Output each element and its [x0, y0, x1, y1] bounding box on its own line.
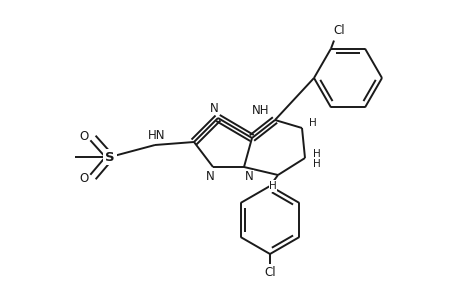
Text: N: N [244, 170, 253, 184]
Text: N: N [209, 101, 218, 115]
Text: HN: HN [148, 128, 165, 142]
Text: O: O [79, 172, 89, 185]
Text: Cl: Cl [332, 24, 344, 37]
Text: H: H [313, 159, 320, 169]
Text: NH: NH [252, 103, 269, 116]
Text: O: O [79, 130, 89, 142]
Text: H: H [308, 118, 316, 128]
Text: H: H [269, 181, 276, 191]
Text: H: H [313, 149, 320, 159]
Text: Cl: Cl [263, 266, 275, 278]
Text: S: S [105, 151, 115, 164]
Text: N: N [205, 169, 214, 182]
